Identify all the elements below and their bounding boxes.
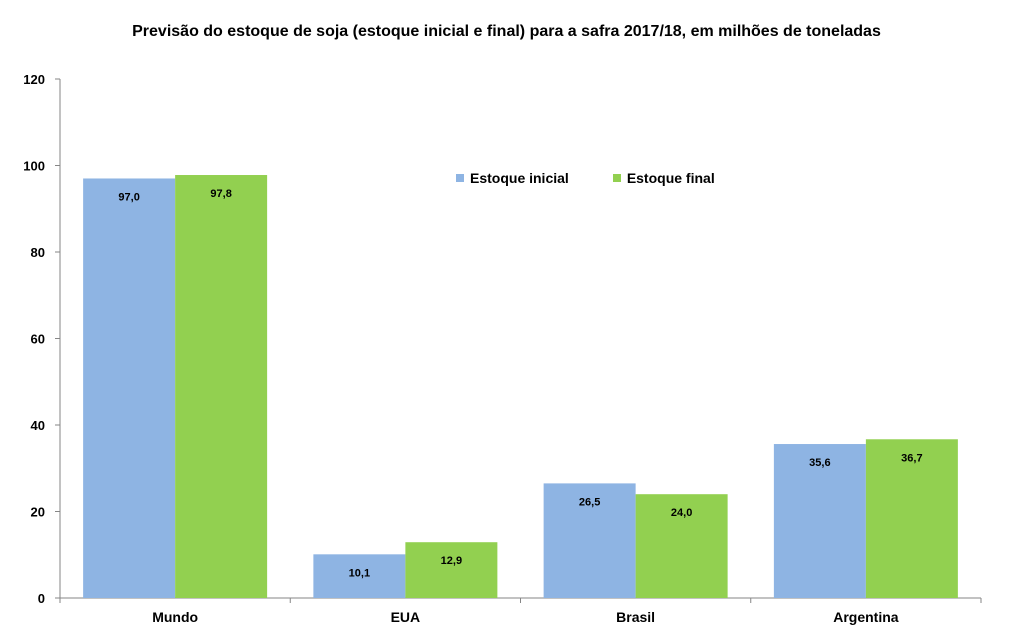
bar-estoque-inicial (313, 554, 406, 598)
x-category-label: EUA (391, 609, 421, 625)
x-category-label: Mundo (152, 609, 198, 625)
legend-label-estoque-final: Estoque final (626, 170, 715, 186)
y-tick-label: 0 (38, 591, 45, 606)
legend-swatch-estoque-final (612, 174, 621, 182)
legend-item-estoque-final: Estoque final (612, 170, 715, 186)
data-label: 10,1 (349, 567, 370, 579)
data-label: 35,6 (809, 457, 830, 469)
data-label: 97,8 (210, 188, 231, 200)
bar-estoque-inicial (83, 178, 176, 598)
x-category-label: Brasil (616, 609, 655, 625)
y-tick-label: 120 (23, 72, 45, 87)
y-tick-label: 40 (31, 418, 45, 433)
data-label: 36,7 (901, 452, 922, 464)
y-tick-label: 80 (31, 245, 45, 260)
bar-estoque-final (635, 494, 728, 598)
legend: Estoque inicial Estoque final (456, 170, 715, 186)
data-label: 12,9 (441, 555, 462, 567)
legend-item-estoque-inicial: Estoque inicial (456, 170, 569, 186)
bar-estoque-final (865, 439, 958, 598)
bar-estoque-inicial (773, 444, 866, 598)
data-label: 24,0 (671, 507, 692, 519)
bar-estoque-inicial (543, 483, 636, 598)
legend-swatch-estoque-inicial (456, 174, 464, 182)
y-tick-label: 100 (23, 159, 45, 174)
data-label: 97,0 (118, 191, 139, 203)
x-category-label: Argentina (833, 609, 899, 625)
bar-estoque-final (405, 542, 498, 598)
y-tick-label: 60 (31, 332, 45, 347)
y-tick-label: 20 (31, 505, 45, 520)
bar-estoque-final (175, 175, 268, 598)
data-label: 26,5 (579, 496, 600, 508)
legend-label-estoque-inicial: Estoque inicial (470, 170, 569, 186)
chart-title: Previsão do estoque de soja (estoque ini… (132, 23, 881, 40)
